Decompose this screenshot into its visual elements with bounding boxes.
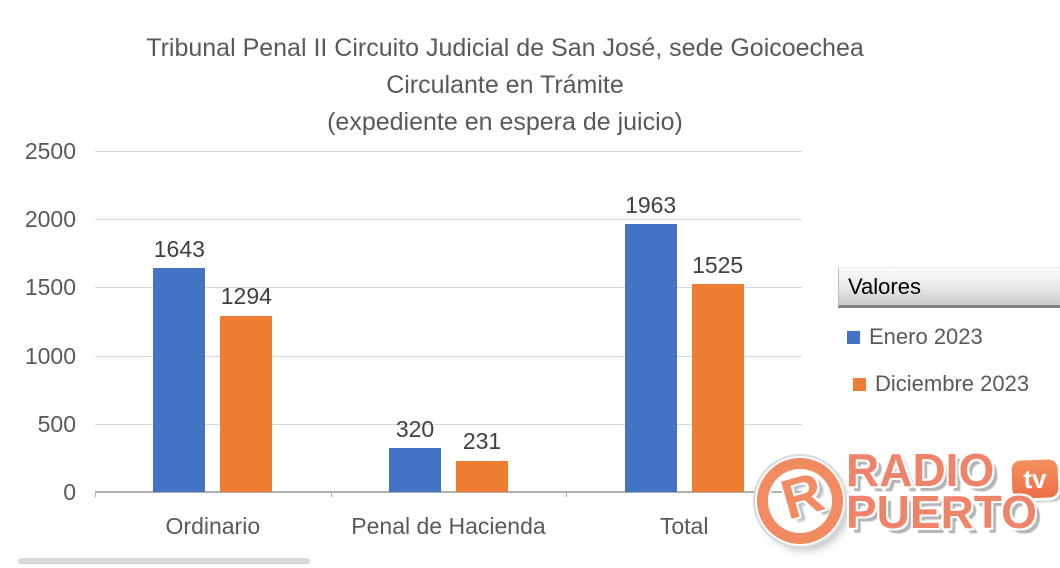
bar-diciembre-2023-ordinario xyxy=(220,315,273,492)
chart-title-line1: Tribunal Penal II Circuito Judicial de S… xyxy=(146,34,864,62)
x-axis-boundary-tick xyxy=(95,492,96,497)
gridline-500 xyxy=(95,423,802,425)
bar-enero-2023-penal-de-hacienda xyxy=(389,448,441,492)
x-axis-label-penal-de-hacienda: Penal de Hacienda xyxy=(351,513,546,539)
y-axis-label-2000: 2000 xyxy=(24,206,76,233)
legend-swatch-diciembre-2023-icon xyxy=(853,377,866,391)
y-axis-label-0: 0 xyxy=(63,479,76,505)
legend-swatch-enero-2023-icon xyxy=(847,330,860,344)
bar-diciembre-2023-total xyxy=(691,284,744,492)
data-label-enero-2023-total: 1963 xyxy=(625,192,677,219)
data-label-diciembre-2023-penal-de-hacienda: 231 xyxy=(462,428,502,455)
y-axis-label-2500: 2500 xyxy=(24,138,76,164)
logo-ring-icon: R xyxy=(757,458,843,544)
y-axis-label-500: 500 xyxy=(37,410,76,437)
gridline-2000 xyxy=(95,219,802,221)
legend-item-enero-2023: Enero 2023 xyxy=(847,323,983,351)
data-label-enero-2023-penal-de-hacienda: 320 xyxy=(395,416,435,443)
x-axis-label-ordinario: Ordinario xyxy=(165,513,261,539)
x-axis-boundary-tick xyxy=(330,492,332,497)
logo-r-monogram: R xyxy=(774,459,831,532)
legend-item-diciembre-2023: Diciembre 2023 xyxy=(853,370,1029,398)
x-axis-label-total: Total xyxy=(659,513,709,539)
y-axis-label-1500: 1500 xyxy=(24,274,76,301)
gridline-1500 xyxy=(95,287,802,289)
chart-title-line2: Circulante en Trámite xyxy=(386,71,624,99)
x-axis-boundary-tick xyxy=(566,492,568,497)
chart-title-line3: (expediente en espera de juicio) xyxy=(327,108,683,136)
data-label-diciembre-2023-total: 1525 xyxy=(692,251,744,278)
gridline-2500 xyxy=(95,151,802,152)
bar-enero-2023-ordinario xyxy=(153,267,206,492)
logo-word-radio: RADIO xyxy=(846,444,995,496)
radio-puerto-tv-logo: R RADIO tv PUERTO xyxy=(746,440,1060,565)
y-axis-label-1000: 1000 xyxy=(24,342,76,369)
bar-enero-2023-total xyxy=(624,224,677,492)
logo-word-puerto: PUERTO xyxy=(846,486,1037,538)
bottom-scrollbar xyxy=(18,558,310,564)
legend-label-diciembre-2023: Diciembre 2023 xyxy=(875,371,1030,396)
chart-title: Tribunal Penal II Circuito Judicial de S… xyxy=(0,30,1010,141)
bar-diciembre-2023-penal-de-hacienda xyxy=(456,460,508,492)
gridline-0 xyxy=(95,491,802,493)
legend-field-button[interactable]: Valores xyxy=(838,267,1060,308)
data-label-diciembre-2023-ordinario: 1294 xyxy=(220,283,272,310)
plot-area: 1643 1294 320 231 1963 1525 xyxy=(95,151,802,497)
gridline-1000 xyxy=(95,355,802,357)
data-label-enero-2023-ordinario: 1643 xyxy=(153,235,205,262)
legend-label-enero-2023: Enero 2023 xyxy=(869,324,983,349)
